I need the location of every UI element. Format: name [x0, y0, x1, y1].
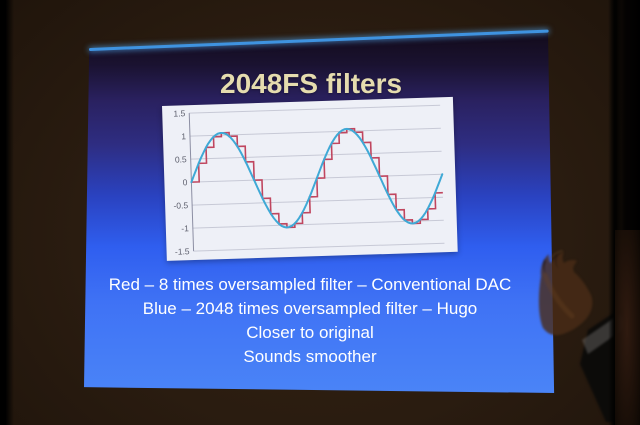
svg-text:-1: -1 [181, 223, 189, 233]
svg-text:0: 0 [183, 177, 188, 187]
svg-text:0.5: 0.5 [175, 154, 187, 164]
svg-text:1: 1 [181, 131, 186, 141]
svg-text:-1.5: -1.5 [175, 246, 190, 256]
svg-text:-0.5: -0.5 [173, 200, 188, 210]
svg-text:1.5: 1.5 [173, 108, 185, 118]
